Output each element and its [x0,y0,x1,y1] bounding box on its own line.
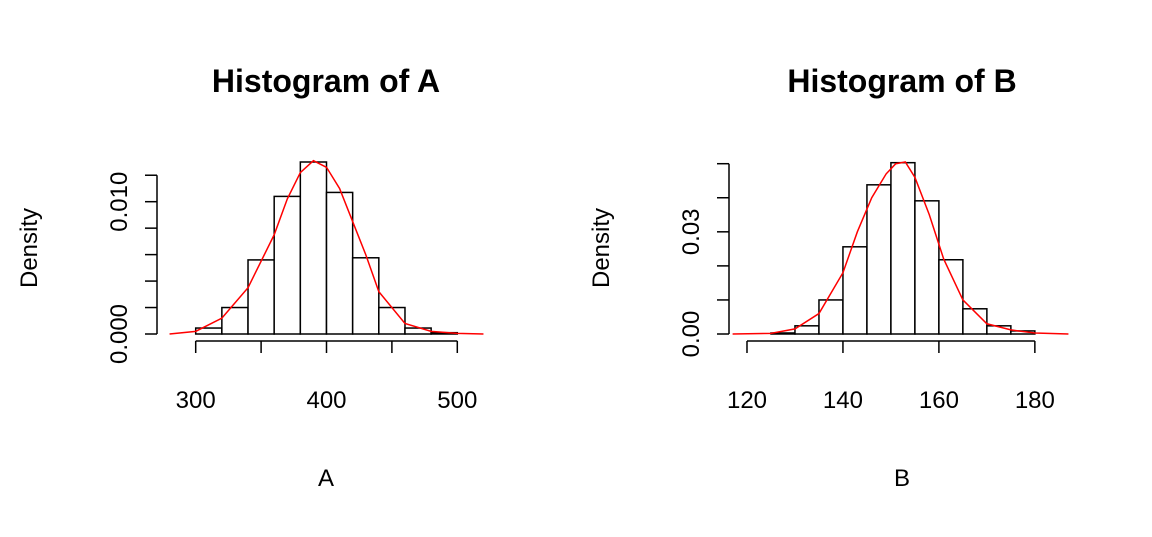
density-line [732,161,1069,335]
x-axis-label: A [318,465,334,492]
bar [325,191,354,335]
y-tick-label: 0.00 [678,311,705,358]
chart-title: Histogram of A [212,63,440,99]
x-tick-label: 400 [306,387,346,414]
bar [962,308,988,335]
x-tick-label: 160 [919,387,959,414]
density-line [169,159,484,335]
x-tick-label: 180 [1015,387,1055,414]
y-tick-label: 0.03 [678,208,705,255]
bar [818,299,844,335]
chart-title: Histogram of B [787,63,1016,99]
bar [404,327,432,335]
x-axis-label: B [894,465,910,492]
x-tick-label: 300 [176,387,216,414]
y-axis-label: Density [588,208,615,288]
x-tick-label: 140 [823,387,863,414]
x-tick-label: 120 [727,387,767,414]
y-tick-label: 0.000 [106,304,133,364]
bar [378,306,406,335]
bar [299,161,328,335]
y-axis-label: Density [16,208,43,288]
bar [247,259,275,335]
bar [351,257,380,335]
bar [914,200,940,335]
bar [273,195,302,335]
x-tick-label: 500 [437,387,477,414]
y-tick-label: 0.010 [106,172,133,232]
bar [890,161,916,335]
bar [938,259,964,335]
bar [221,306,249,335]
bar [842,246,868,335]
bar [866,184,892,335]
